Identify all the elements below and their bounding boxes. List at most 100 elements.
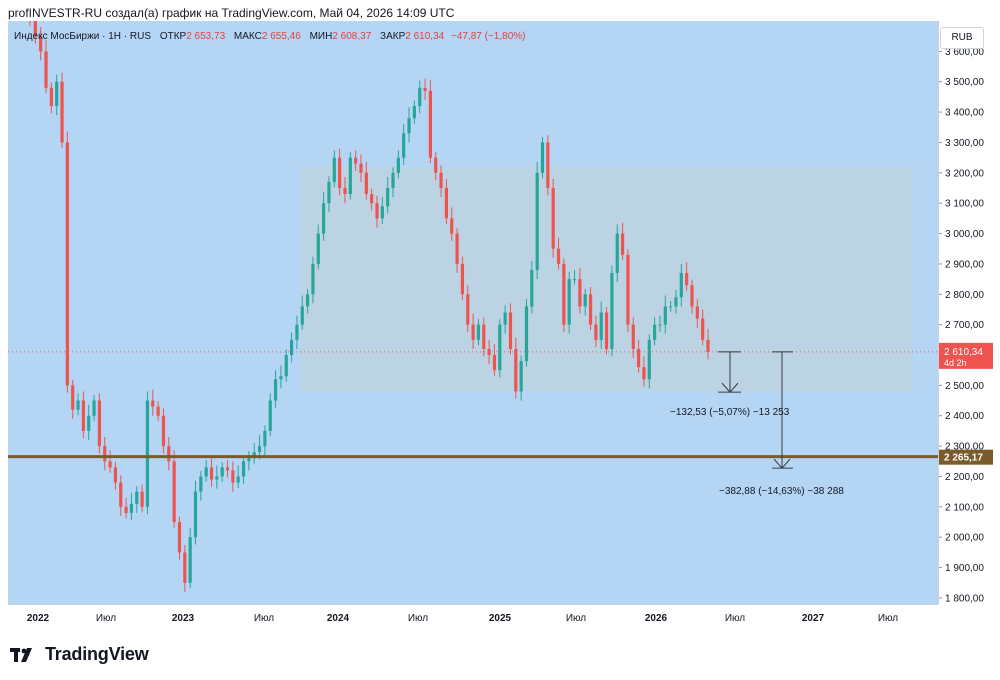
candle-body [145, 400, 150, 507]
candle-body [444, 188, 449, 219]
candle-body [610, 273, 614, 349]
candle-body [92, 400, 96, 416]
time-tick-label: 2023 [172, 613, 195, 624]
candle-body [653, 324, 657, 340]
candle-body [402, 133, 406, 158]
time-tick-label: 2026 [645, 613, 668, 624]
candle-body [695, 306, 699, 319]
price-tick-label: 3 500,00 [945, 77, 984, 88]
time-tick-label: Июл [408, 613, 428, 624]
candle-body [300, 306, 304, 325]
time-tick-label: 2025 [489, 613, 512, 624]
price-tick-label: 2 800,00 [945, 290, 984, 301]
time-tick-label: 2027 [802, 613, 825, 624]
candle-body [642, 367, 646, 380]
symbol-legend: Индекс МосБиржи · 1Н · RUS ОТКР2 653,73 … [14, 31, 525, 42]
candle-body [701, 318, 705, 340]
candle-body [460, 263, 465, 295]
candle-body [124, 506, 128, 513]
candle-body [348, 157, 352, 195]
candle-body [263, 430, 267, 447]
candle-body [391, 172, 395, 189]
candle-body [604, 312, 609, 349]
candle-body [375, 203, 379, 219]
price-tick-label: 2 900,00 [945, 259, 984, 270]
candle-body [172, 461, 176, 523]
price-tick-label: 2 100,00 [945, 502, 984, 513]
candle-body [204, 467, 208, 477]
candle-body [279, 376, 283, 380]
candle-body [151, 400, 155, 407]
candle-body [209, 467, 214, 480]
candle-body [247, 458, 251, 462]
candle-body [540, 142, 545, 173]
candle-body [199, 476, 203, 492]
candle-body [690, 285, 694, 307]
close-value: 2 610,34 [405, 31, 445, 42]
high-label: МАКС [233, 31, 262, 42]
close-label: ЗАКР [380, 31, 406, 42]
candle-body [498, 324, 502, 371]
candle-body [476, 324, 481, 340]
candle-body [615, 233, 619, 274]
candle-body [113, 467, 118, 483]
candle-body [386, 188, 390, 207]
candle-body [257, 446, 262, 453]
candle-body [167, 446, 171, 462]
instrument-title[interactable]: Индекс МосБиржи · 1Н · RUS [14, 31, 152, 42]
author-caption: profINVESTR-RU создал(а) график на Tradi… [8, 6, 455, 20]
candle-body [487, 348, 491, 356]
price-tick-label: 3 400,00 [945, 108, 984, 119]
candle-body [572, 279, 577, 281]
candle-body [706, 339, 710, 352]
candle-body [316, 233, 320, 264]
time-tick-label: Июл [725, 613, 745, 624]
tradingview-logo: TradingView [10, 644, 149, 665]
candle-body [268, 400, 272, 431]
candle-body [188, 537, 192, 583]
time-tick-label: 2022 [27, 613, 50, 624]
candle-body [631, 324, 635, 349]
candle-body [514, 348, 518, 392]
candle-body [103, 446, 107, 462]
candle-body [177, 522, 182, 553]
low-value: 2 608,37 [332, 31, 372, 42]
bar-countdown: 4d 2h [944, 358, 967, 368]
candle-body [439, 172, 443, 189]
time-axis[interactable]: 2022 Июл 2023 Июл 2024 Июл 2025 Июл 2026 Июл 2027 И… [8, 604, 938, 629]
candle-body [647, 339, 651, 380]
candle-body [658, 324, 662, 326]
price-chart[interactable]: −132,53 (−5,07%) −13 253 −382,88 (−14,63%… [8, 21, 938, 604]
candle-body [284, 355, 288, 377]
candle-body [471, 324, 475, 340]
candle-body [396, 157, 400, 173]
candle-body [455, 233, 459, 264]
candle-body [434, 157, 438, 173]
candle-body [412, 106, 416, 119]
candle-body [65, 142, 69, 386]
candle-body [241, 461, 246, 477]
price-axis[interactable]: 3 600,00 3 500,00 3 400,00 3 300,00 3 200,00… [938, 21, 993, 604]
candle-body [140, 491, 144, 507]
candle-body [33, 21, 37, 37]
candle-body [567, 279, 571, 325]
candle-body [370, 194, 374, 204]
time-axis-labels: 2022 Июл 2023 Июл 2024 Июл 2025 Июл 2026 Июл 2027 И… [27, 613, 898, 624]
candle-body [322, 203, 326, 234]
candle-body [338, 157, 342, 189]
price-tick-label: 3 100,00 [945, 199, 984, 210]
candle-body [76, 400, 80, 410]
candle-body [599, 312, 603, 340]
currency-button[interactable]: RUB [940, 27, 984, 49]
measure-short-label: −132,53 (−5,07%) −13 253 [670, 407, 790, 418]
time-tick-label: Июл [96, 613, 116, 624]
candle-body [156, 406, 160, 416]
chart-pane[interactable]: −132,53 (−5,07%) −13 253 −382,88 (−14,63%… [8, 21, 938, 604]
candle-body [620, 233, 625, 255]
candle-body [636, 348, 641, 368]
candle-body [380, 206, 384, 219]
candle-body [71, 385, 75, 410]
brand-name: TradingView [45, 644, 149, 664]
candle-body [236, 476, 240, 483]
